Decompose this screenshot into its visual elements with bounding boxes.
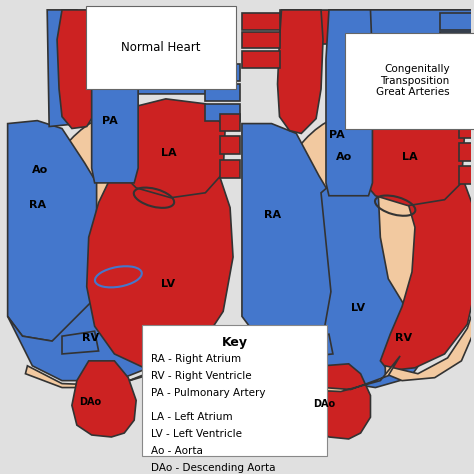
Text: PA: PA — [329, 130, 345, 140]
Polygon shape — [131, 61, 235, 94]
Text: RV: RV — [395, 333, 412, 343]
Text: DAo - Descending Aorta: DAo - Descending Aorta — [151, 463, 275, 473]
Polygon shape — [62, 331, 99, 354]
Text: RV - Right Ventricle: RV - Right Ventricle — [151, 371, 252, 381]
Polygon shape — [459, 120, 474, 138]
Text: LA - Left Atrium: LA - Left Atrium — [151, 412, 233, 422]
Text: PA - Pulmonary Artery: PA - Pulmonary Artery — [151, 388, 265, 398]
Text: LV - Left Ventricle: LV - Left Ventricle — [151, 429, 242, 439]
Text: Normal Heart: Normal Heart — [121, 41, 201, 54]
Text: DAo: DAo — [313, 399, 335, 410]
Polygon shape — [306, 364, 371, 439]
Polygon shape — [8, 120, 97, 341]
Polygon shape — [72, 361, 136, 437]
Polygon shape — [114, 99, 225, 198]
Polygon shape — [242, 51, 280, 68]
FancyBboxPatch shape — [142, 325, 327, 456]
Polygon shape — [191, 47, 230, 65]
Text: LA: LA — [402, 152, 418, 162]
Text: Ao: Ao — [32, 165, 49, 175]
Polygon shape — [205, 64, 240, 81]
Polygon shape — [459, 166, 474, 184]
Polygon shape — [220, 114, 240, 131]
Polygon shape — [205, 104, 240, 120]
Polygon shape — [440, 51, 474, 68]
Polygon shape — [440, 32, 474, 48]
Text: RA - Right Atrium: RA - Right Atrium — [151, 354, 241, 364]
Polygon shape — [87, 163, 233, 368]
Polygon shape — [313, 176, 422, 388]
Polygon shape — [220, 160, 240, 178]
Polygon shape — [8, 282, 164, 381]
Polygon shape — [280, 10, 474, 45]
Text: RA: RA — [29, 200, 46, 210]
Text: RV: RV — [82, 333, 99, 343]
Polygon shape — [220, 137, 240, 154]
Text: Congenitally
Transposition
Great Arteries: Congenitally Transposition Great Arterie… — [376, 64, 449, 98]
Text: RA: RA — [264, 210, 281, 219]
Polygon shape — [385, 292, 474, 381]
Text: Ao: Ao — [336, 152, 352, 162]
Polygon shape — [380, 163, 474, 371]
Polygon shape — [329, 10, 474, 49]
Text: LV: LV — [161, 279, 175, 289]
Text: DAo: DAo — [79, 397, 101, 407]
Polygon shape — [326, 10, 373, 196]
Polygon shape — [62, 25, 207, 61]
Polygon shape — [459, 143, 474, 161]
Polygon shape — [26, 351, 168, 388]
Polygon shape — [57, 10, 101, 128]
Polygon shape — [47, 10, 79, 127]
Text: Ao - Aorta: Ao - Aorta — [151, 446, 203, 456]
Ellipse shape — [272, 112, 446, 339]
Text: LV: LV — [351, 303, 365, 313]
Polygon shape — [242, 13, 280, 30]
Ellipse shape — [37, 112, 211, 339]
Text: Key: Key — [221, 336, 247, 349]
Polygon shape — [296, 334, 333, 358]
Polygon shape — [205, 84, 240, 101]
Polygon shape — [260, 356, 400, 392]
Polygon shape — [356, 99, 465, 206]
Polygon shape — [278, 10, 323, 134]
Text: LA: LA — [161, 148, 176, 158]
Polygon shape — [91, 61, 138, 183]
Text: PA: PA — [101, 116, 117, 126]
Polygon shape — [191, 27, 230, 46]
Polygon shape — [191, 67, 230, 85]
Polygon shape — [242, 124, 331, 346]
Polygon shape — [242, 32, 280, 48]
Polygon shape — [440, 13, 474, 30]
